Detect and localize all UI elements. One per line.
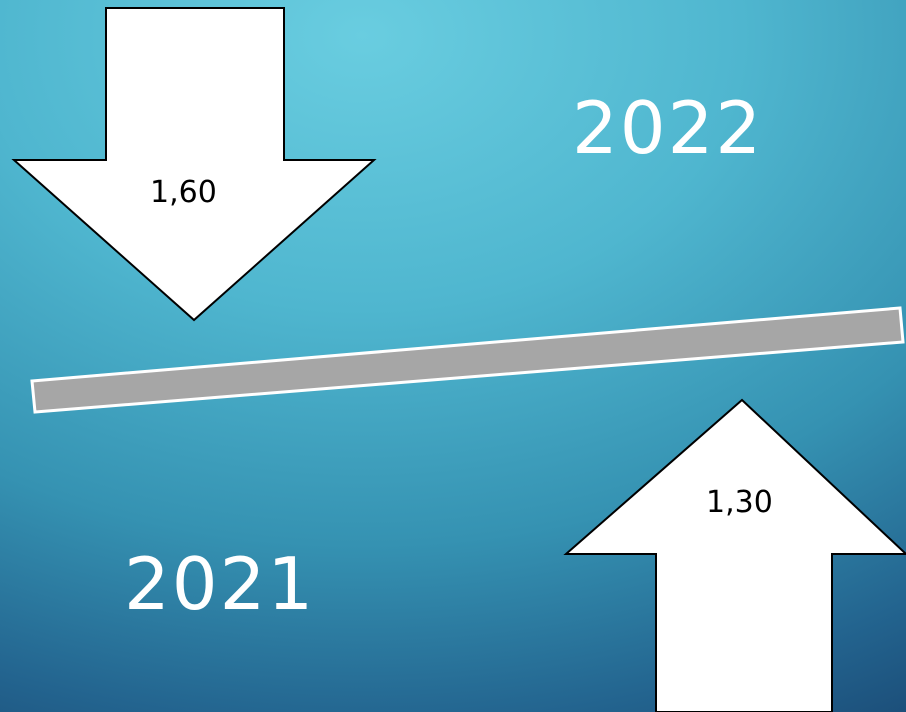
year-label-2021: 2021 — [124, 542, 316, 626]
up-arrow-value: 1,30 — [706, 485, 773, 520]
year-label-2022: 2022 — [572, 86, 764, 170]
balance-beam — [30, 306, 905, 414]
up-arrow-icon — [563, 398, 906, 712]
down-arrow-icon — [11, 7, 377, 322]
down-arrow-value: 1,60 — [150, 175, 217, 210]
